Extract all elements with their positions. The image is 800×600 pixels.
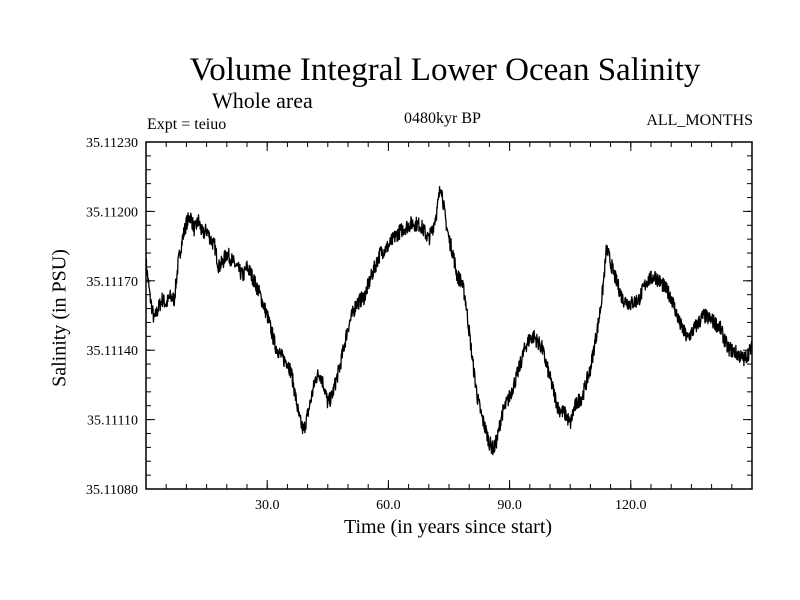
series-line bbox=[145, 186, 753, 456]
series-layer bbox=[145, 186, 753, 456]
y-tick-label: 35.11170 bbox=[87, 275, 138, 290]
y-tick-label: 35.11080 bbox=[86, 483, 138, 498]
plot-frame bbox=[145, 141, 753, 490]
x-tick-label: 90.0 bbox=[497, 498, 522, 513]
experiment-label: Expt = teiuo bbox=[147, 116, 227, 133]
x-tick-label: 60.0 bbox=[376, 498, 401, 513]
months-label: ALL_MONTHS bbox=[646, 112, 753, 129]
period-label: 0480kyr BP bbox=[404, 110, 481, 127]
chart-subtitle: Whole area bbox=[212, 88, 313, 113]
chart-title: Volume Integral Lower Ocean Salinity bbox=[189, 52, 701, 88]
x-axis-label: Time (in years since start) bbox=[343, 516, 553, 538]
axis-ticks: 35.11080 35.11110 35.11140 35.11170 35.11200… bbox=[86, 136, 753, 513]
y-tick-label: 35.11140 bbox=[87, 344, 138, 359]
x-tick-label: 30.0 bbox=[255, 498, 280, 513]
x-tick-label: 120.0 bbox=[615, 498, 647, 513]
y-tick-label: 35.11110 bbox=[87, 414, 138, 429]
y-tick-label: 35.11200 bbox=[86, 205, 138, 220]
y-tick-label: 35.11230 bbox=[86, 136, 138, 151]
